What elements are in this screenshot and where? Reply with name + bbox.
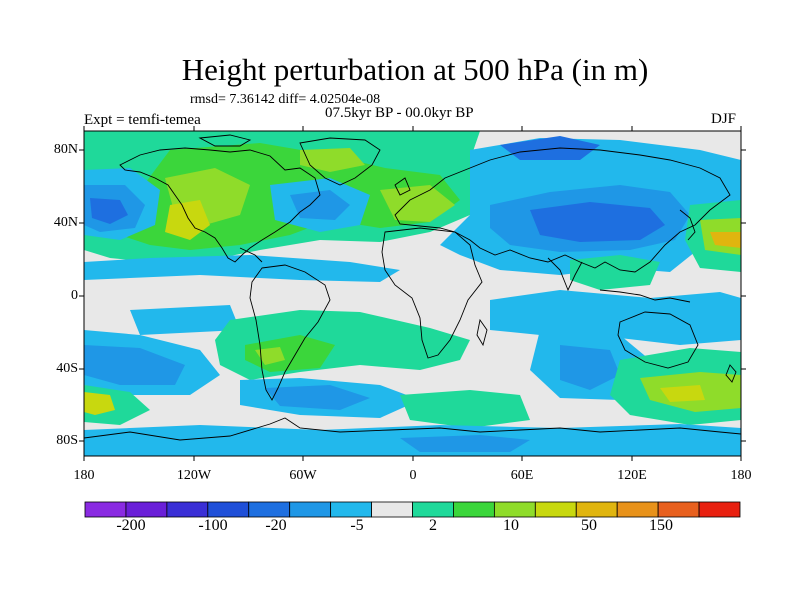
coastlines [84, 134, 741, 441]
rmsd-diff-stats: rmsd= 7.36142 diff= 4.02504e-08 [190, 92, 381, 107]
coast-indonesia [599, 289, 691, 303]
negative-anomaly-asia-peak [530, 202, 665, 242]
negative-anomaly-arctic [500, 136, 600, 160]
negative-anomaly-pacific-equator [130, 305, 240, 335]
negative-anomaly-south-indian-core [560, 345, 620, 390]
colorbar-swatch [698, 501, 741, 518]
lat-tick-0: 0 [71, 288, 78, 303]
experiment-label: Expt = temfi-temea [84, 112, 201, 128]
colorbar-swatch [616, 501, 659, 518]
coast-new-zealand [725, 364, 737, 383]
positive-anomaly-greenland [380, 185, 455, 222]
negative-anomaly-north-pacific-peak [90, 198, 128, 224]
lon-tick-120e: 120E [617, 468, 647, 483]
colorbar [84, 501, 741, 518]
negative-anomaly-south-pacific-core [84, 345, 185, 385]
lat-tick-80s: 80S [56, 433, 78, 448]
colorbar-swatch [248, 501, 291, 518]
colorbar-swatch [493, 501, 536, 518]
coast-india [547, 257, 583, 292]
chart-title: Height perturbation at 500 hPa (in m) [181, 52, 649, 87]
coast-south-america [249, 264, 331, 401]
colorbar-label: -5 [350, 517, 364, 534]
colorbar-swatch [575, 501, 618, 518]
coast-japan [679, 209, 696, 241]
coast-madagascar [476, 318, 488, 347]
negative-anomaly-tropics [84, 255, 400, 282]
colorbar-label: -20 [265, 517, 287, 534]
lon-tick-180e: 180 [730, 468, 752, 483]
colorbar-swatch [166, 501, 209, 518]
positive-anomaly-south-america-peak [255, 347, 285, 365]
colorbar-label: -100 [198, 517, 228, 534]
lat-tick-40s: 40S [56, 361, 78, 376]
coast-eurasia [394, 147, 731, 273]
contour-fills [84, 131, 741, 456]
negative-anomaly-drake-core [265, 385, 370, 410]
time-period-label: 07.5kyr BP - 00.0kyr BP [325, 105, 474, 121]
lat-tick-80n: 80N [53, 142, 78, 157]
colorbar-swatch [125, 501, 168, 518]
colorbar-swatch [207, 501, 250, 518]
positive-anomaly-ne-pacific-peak [710, 232, 741, 248]
negative-anomaly-north-america-core [290, 190, 350, 220]
lon-tick-60e: 60E [510, 468, 534, 483]
lon-tick-180w: 180 [73, 468, 95, 483]
colorbar-label: -200 [116, 517, 146, 534]
coast-africa [381, 227, 483, 359]
colorbar-swatch [289, 501, 332, 518]
coast-caribbean [239, 247, 263, 263]
lon-tick-60w: 60W [289, 468, 317, 483]
positive-anomaly-sw-pacific-core [84, 392, 115, 415]
coast-arctic-islands [198, 134, 252, 147]
colorbar-label: 150 [649, 517, 673, 534]
colorbar-label: 2 [429, 517, 437, 534]
lon-tick-120w: 120W [176, 468, 212, 483]
colorbar-swatch [534, 501, 577, 518]
season-label: DJF [711, 111, 737, 127]
coast-australia [617, 311, 699, 369]
axis-ticks [79, 126, 746, 461]
positive-anomaly-south-indian-east-peak [660, 385, 705, 402]
colorbar-swatch [84, 501, 127, 518]
coast-greenland [299, 137, 381, 186]
positive-anomaly-pacific-peak [165, 200, 210, 240]
colorbar-label: 10 [503, 517, 519, 534]
colorbar-label: 50 [581, 517, 597, 534]
lon-tick-0: 0 [409, 468, 417, 483]
negative-anomaly-antarctic-core [400, 435, 530, 452]
coast-uk [394, 177, 411, 196]
coast-north-america [119, 147, 321, 263]
colorbar-swatch [412, 501, 454, 518]
coast-antarctica [84, 417, 741, 441]
lat-tick-40n: 40N [53, 215, 78, 230]
colorbar-swatch [453, 501, 495, 518]
positive-anomaly-west-atlantic [300, 148, 365, 172]
positive-anomaly-south-atlantic [400, 390, 530, 428]
colorbar-swatch [657, 501, 700, 518]
colorbar-swatch [330, 501, 372, 518]
colorbar-swatch [371, 501, 413, 518]
positive-anomaly-south-asia [570, 255, 660, 290]
